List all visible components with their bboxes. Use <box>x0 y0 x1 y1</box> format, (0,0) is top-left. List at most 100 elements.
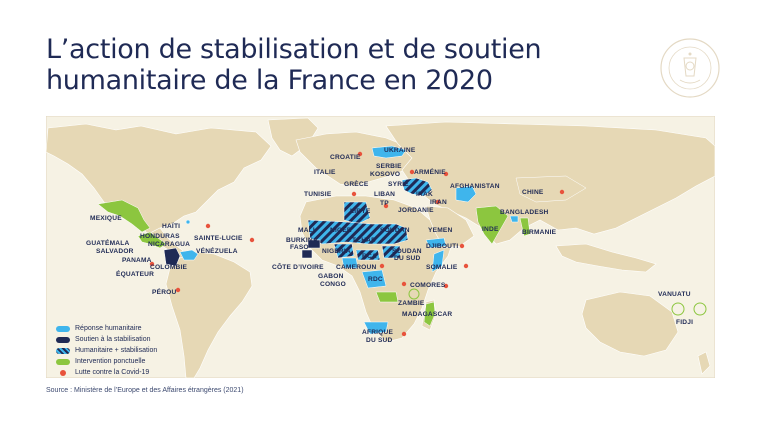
covid-dot <box>249 237 255 243</box>
label-birmanie: BIRMANIE <box>522 229 557 236</box>
afrique-du-sud-area <box>363 321 389 335</box>
label-comores: COMORES <box>410 282 446 289</box>
covid-dot <box>443 283 449 289</box>
legend-dot-covid <box>60 369 66 376</box>
soudan-du-sud-area <box>381 245 401 259</box>
label-guatemala: GUATÉMALA <box>86 238 129 247</box>
legend-label: Soutien à la stabilisation <box>75 336 151 343</box>
page-title: L’action de stabilisation et de soutien … <box>46 34 542 96</box>
covid-dot <box>351 191 357 197</box>
covid-dot <box>559 189 565 195</box>
legend-item-combined: Humanitaire + stabilisation <box>56 345 157 356</box>
syrie-irak-area <box>401 177 433 197</box>
label-afrique-du-sud-1: AFRIQUE <box>362 329 393 336</box>
legend-swatch-stabilisation <box>56 336 70 343</box>
world-map: UKRAINE CROATIE SERBIE KOSOVO ARMÉNIE IT… <box>46 116 715 378</box>
label-cameroun: CAMEROUN <box>336 264 376 271</box>
covid-dot <box>459 243 465 249</box>
covid-dot <box>443 171 449 177</box>
label-syrie: SYRIE <box>388 181 409 188</box>
australia-land <box>581 291 679 357</box>
covid-dot <box>409 169 415 175</box>
covid-dot <box>205 223 211 229</box>
label-ukraine: UKRAINE <box>384 147 416 154</box>
label-jordanie: JORDANIE <box>398 207 434 214</box>
legend-label: Intervention ponctuelle <box>75 358 146 365</box>
bangladesh-area <box>509 215 519 223</box>
label-mali: MALI <box>298 227 315 234</box>
label-libye: LIBYE <box>350 208 371 215</box>
label-soudan-du-sud-2: DU SUD <box>394 255 421 262</box>
ukraine-area <box>371 145 407 159</box>
label-faso: FASO <box>290 244 309 251</box>
label-italie: ITALIE <box>314 169 336 176</box>
legend-swatch-combined <box>56 347 70 354</box>
birmanie-area <box>519 217 531 237</box>
label-burkina: BURKINA <box>286 237 318 244</box>
label-kosovo: KOSOVO <box>370 171 400 178</box>
legend-item-punctual: Intervention ponctuelle <box>56 356 157 367</box>
covid-dot <box>175 287 181 293</box>
haiti-area <box>185 219 191 225</box>
somalie-area <box>431 249 445 273</box>
label-nicaragua: NICARAGUA <box>148 241 190 248</box>
label-soudan: SOUDAN <box>380 227 410 234</box>
zambie-area <box>375 291 399 303</box>
libye-area <box>343 201 371 225</box>
vanuatu-area <box>671 302 685 316</box>
label-irak: IRAK <box>416 191 433 198</box>
europe-land <box>295 131 417 187</box>
label-croatie: CROATIE <box>330 154 361 161</box>
comores-area <box>408 288 420 300</box>
highlighted-countries <box>97 145 707 335</box>
label-panama: PANAMA <box>122 257 152 264</box>
label-perou: PÉROU <box>152 287 176 296</box>
label-iran: IRAN <box>430 199 447 206</box>
madagascar-area <box>423 301 436 327</box>
burkina-area <box>307 239 321 249</box>
label-bangladesh: BANGLADESH <box>500 209 549 216</box>
map-legend: Réponse humanitaire Soutien à la stabili… <box>56 323 157 378</box>
label-equateur: ÉQUATEUR <box>116 269 154 278</box>
legend-item-covid: Lutte contre la Covid-19 <box>56 367 157 378</box>
label-djibouti: DJIBOUTI <box>426 243 458 250</box>
legend-label: Réponse humanitaire <box>75 325 142 332</box>
label-grece: GRÈCE <box>344 179 369 188</box>
covid-dot <box>463 263 469 269</box>
label-colombie: COLOMBIE <box>150 264 188 271</box>
label-madagascar: MADAGASCAR <box>402 311 452 318</box>
label-chine: CHINE <box>522 189 544 196</box>
legend-swatch-humanitarian <box>56 325 70 332</box>
source-note: Source : Ministère de l’Europe et des Af… <box>46 387 244 394</box>
covid-markers <box>149 151 565 337</box>
label-afrique-du-sud-2: DU SUD <box>366 337 393 344</box>
label-sainte-lucie: SAINTE-LUCIE <box>194 235 243 242</box>
inde-area <box>475 205 509 245</box>
rca-area <box>355 249 381 261</box>
label-soudan-du-sud-1: SOUDAN <box>392 248 422 255</box>
central-america-area <box>137 231 167 249</box>
label-serbie: SERBIE <box>376 163 402 170</box>
label-tchad: TCHAD <box>352 237 376 244</box>
covid-dot <box>357 151 363 157</box>
label-liban: LIBAN <box>374 191 395 198</box>
label-honduras: HONDURAS <box>140 233 180 240</box>
label-salvador: SALVADOR <box>96 248 134 255</box>
fidji-area <box>693 302 707 316</box>
rdc-area <box>361 269 387 289</box>
label-zambie: ZAMBIE <box>398 300 425 307</box>
afghanistan-area <box>455 185 477 203</box>
covid-dot <box>379 263 385 269</box>
covid-dot <box>435 199 441 205</box>
legend-item-stabilisation: Soutien à la stabilisation <box>56 334 157 345</box>
colombie-area <box>163 247 181 267</box>
covid-dot <box>383 203 389 209</box>
label-tunisie: TUNISIE <box>304 191 332 198</box>
label-armenie: ARMÉNIE <box>414 167 446 176</box>
southeast-asia-land <box>555 243 657 273</box>
label-haiti: HAÏTI <box>162 222 180 230</box>
covid-dot <box>401 331 407 337</box>
label-nigeria: NIGERIA <box>322 248 351 255</box>
label-rca: RCA <box>362 253 377 260</box>
legend-label: Humanitaire + stabilisation <box>75 347 158 354</box>
